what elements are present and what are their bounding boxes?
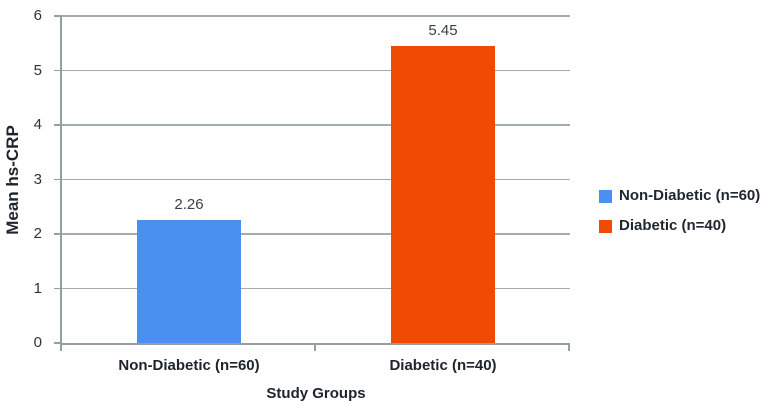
y-axis-tick [54,287,62,290]
y-tick-label: 1 [33,279,42,297]
y-tick-label: 2 [33,225,42,242]
bar-data-label: 5.45 [428,21,458,39]
gridline [62,69,570,72]
y-axis-line [60,16,62,343]
bar [391,45,495,343]
x-axis-tick [314,343,316,351]
y-axis-tick [54,69,62,72]
gridline [62,124,570,126]
gridline [62,178,570,181]
category-label: Non-Diabetic (n=60) [118,357,260,374]
bar-data-label: 2.26 [174,195,204,213]
y-tick-label: 4 [33,116,42,133]
y-axis-tick [54,15,62,17]
y-tick-label: 6 [33,7,42,24]
y-tick-label: 0 [33,334,42,351]
y-axis-tick [54,342,62,344]
legend-swatch-icon [599,219,612,233]
x-axis-tick [60,343,62,351]
x-axis-tick [568,343,570,351]
y-tick-label: 3 [33,170,42,188]
x-axis-title: Study Groups [266,385,366,402]
legend-swatch-icon [599,189,612,203]
bar [137,219,241,343]
gridline [62,233,570,235]
legend: Non-Diabetic (n=60) Diabetic (n=40) [599,186,760,236]
legend-item: Non-Diabetic (n=60) [599,186,760,206]
legend-item: Diabetic (n=40) [599,216,760,236]
y-axis-title: Mean hs-CRP [3,124,22,235]
y-axis-tick [54,233,62,235]
gridline [62,15,570,17]
gridline [62,287,570,290]
legend-label: Diabetic (n=40) [619,217,727,234]
legend-label: Non-Diabetic (n=60) [619,187,761,204]
category-label: Diabetic (n=40) [389,357,497,374]
y-axis-tick [54,124,62,126]
y-tick-label: 5 [33,61,42,79]
y-axis-tick [54,178,62,181]
